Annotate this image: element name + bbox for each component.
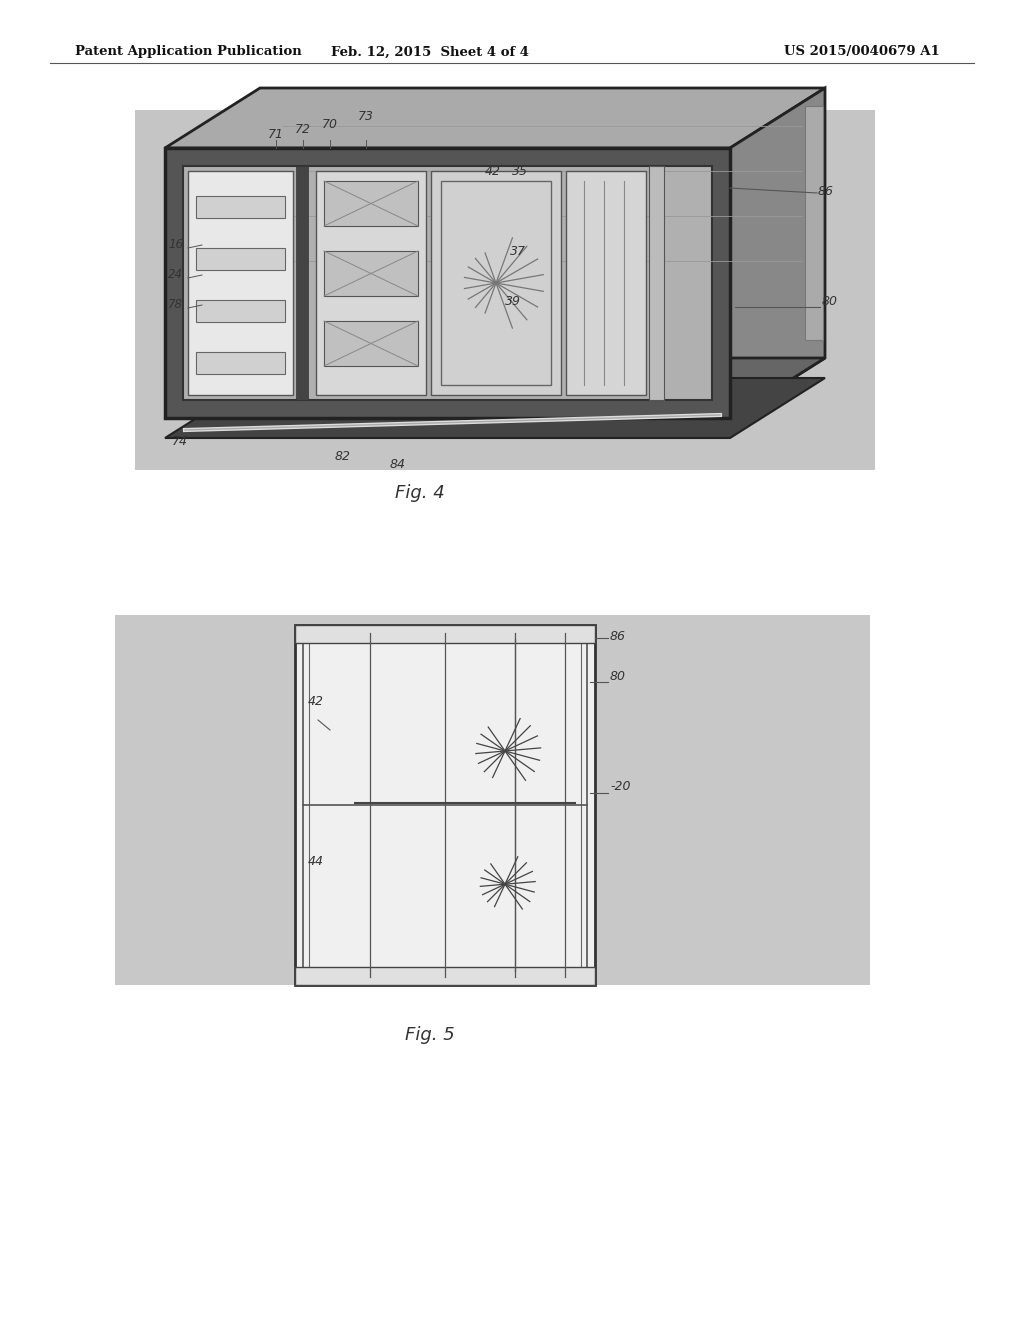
Bar xyxy=(324,251,418,296)
Text: 71: 71 xyxy=(268,128,284,141)
Text: Fig. 5: Fig. 5 xyxy=(406,1026,455,1044)
Text: 80: 80 xyxy=(822,294,838,308)
Polygon shape xyxy=(730,88,825,418)
Text: Patent Application Publication: Patent Application Publication xyxy=(75,45,302,58)
Bar xyxy=(115,615,870,985)
Text: 44: 44 xyxy=(308,855,324,869)
Text: 80: 80 xyxy=(610,671,626,682)
Bar xyxy=(566,172,646,395)
Bar xyxy=(196,248,285,271)
Text: 82: 82 xyxy=(335,450,351,463)
Text: 42: 42 xyxy=(308,696,324,708)
Bar xyxy=(295,624,595,985)
Text: 70: 70 xyxy=(322,117,338,131)
Text: -20: -20 xyxy=(610,780,631,793)
Text: 39: 39 xyxy=(505,294,521,308)
Bar xyxy=(135,110,874,470)
Bar xyxy=(324,181,418,226)
Bar xyxy=(196,300,285,322)
Bar xyxy=(295,968,595,985)
Bar xyxy=(296,166,308,400)
Bar xyxy=(196,352,285,374)
Polygon shape xyxy=(165,358,825,418)
Text: 16: 16 xyxy=(168,238,183,251)
Polygon shape xyxy=(165,378,825,438)
Bar xyxy=(183,166,712,400)
Bar xyxy=(431,172,561,395)
Text: 37: 37 xyxy=(510,246,526,257)
Text: 24: 24 xyxy=(168,268,183,281)
Bar xyxy=(196,195,285,218)
Text: US 2015/0040679 A1: US 2015/0040679 A1 xyxy=(784,45,940,58)
Text: 86: 86 xyxy=(818,185,834,198)
Text: 86: 86 xyxy=(610,630,626,643)
Text: 84: 84 xyxy=(390,458,406,471)
Bar xyxy=(324,321,418,366)
Text: 72: 72 xyxy=(295,123,311,136)
Bar xyxy=(309,639,581,972)
Text: 78: 78 xyxy=(168,298,183,312)
Bar xyxy=(295,624,595,643)
Bar xyxy=(441,181,551,385)
Polygon shape xyxy=(165,88,825,148)
Bar xyxy=(165,148,730,418)
Bar xyxy=(316,172,426,395)
Bar xyxy=(805,106,823,341)
Text: 74: 74 xyxy=(172,436,188,447)
Bar xyxy=(188,172,293,395)
Bar xyxy=(649,166,664,400)
Text: 73: 73 xyxy=(358,110,374,123)
Text: 42: 42 xyxy=(485,165,501,178)
Text: Fig. 4: Fig. 4 xyxy=(395,484,444,502)
Bar xyxy=(303,634,587,977)
Text: 35: 35 xyxy=(512,165,528,178)
Text: Feb. 12, 2015  Sheet 4 of 4: Feb. 12, 2015 Sheet 4 of 4 xyxy=(331,45,529,58)
